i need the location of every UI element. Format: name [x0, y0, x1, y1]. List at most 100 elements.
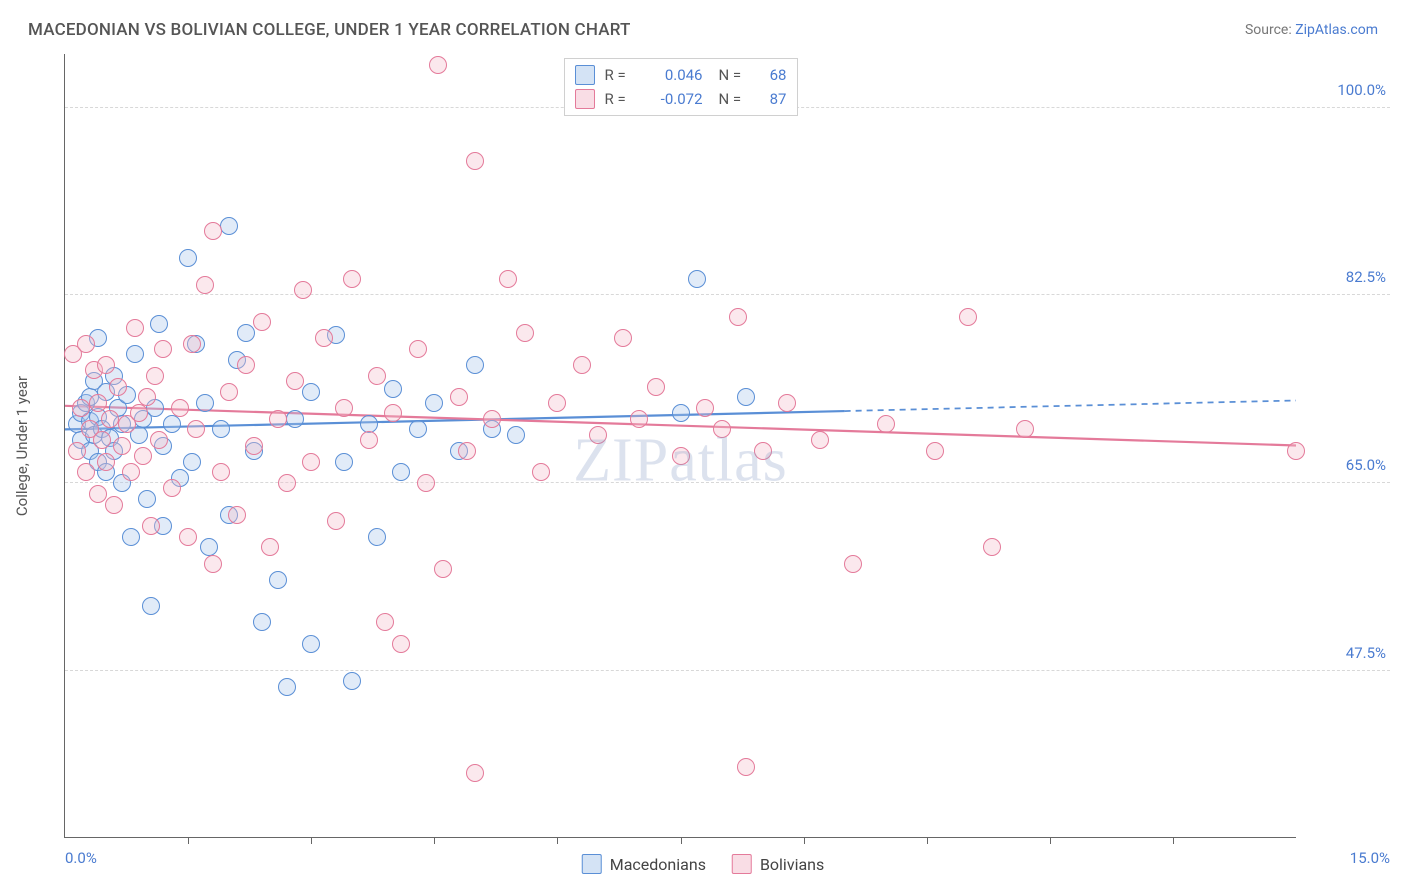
x-tick [1050, 837, 1051, 844]
correlation-legend: R =0.046N =68R =-0.072N =87 [564, 58, 798, 116]
data-point [983, 538, 1001, 556]
data-point [737, 758, 755, 776]
series-legend: Macedonians Bolivians [582, 854, 825, 874]
data-point [302, 635, 320, 653]
data-point [384, 380, 402, 398]
data-point [360, 431, 378, 449]
data-point [122, 528, 140, 546]
data-point [368, 528, 386, 546]
data-point [672, 404, 690, 422]
data-point [754, 442, 772, 460]
r-value: -0.072 [643, 90, 703, 108]
data-point [126, 345, 144, 363]
x-tick [557, 837, 558, 844]
data-point [220, 383, 238, 401]
data-point [614, 329, 632, 347]
data-point [130, 404, 148, 422]
data-point [729, 308, 747, 326]
data-point [154, 340, 172, 358]
data-point [376, 613, 394, 631]
data-point [212, 420, 230, 438]
data-point [450, 388, 468, 406]
data-point [138, 490, 156, 508]
x-max-label: 15.0% [1350, 849, 1390, 867]
data-point [294, 281, 312, 299]
data-point [778, 394, 796, 412]
data-point [507, 426, 525, 444]
data-point [77, 463, 95, 481]
data-point [196, 276, 214, 294]
data-point [499, 270, 517, 288]
legend-swatch [732, 854, 752, 874]
chart-title: MACEDONIAN VS BOLIVIAN COLLEGE, UNDER 1 … [28, 20, 631, 40]
data-point [516, 324, 534, 342]
data-point [72, 399, 90, 417]
data-point [877, 415, 895, 433]
data-point [278, 474, 296, 492]
data-point [89, 485, 107, 503]
data-point [286, 372, 304, 390]
data-point [245, 437, 263, 455]
data-point [844, 555, 862, 573]
data-point [89, 394, 107, 412]
data-point [93, 431, 111, 449]
n-value: 68 [757, 66, 787, 84]
data-point [171, 399, 189, 417]
data-point [269, 571, 287, 589]
legend-label: Bolivians [760, 855, 824, 874]
data-point [253, 313, 271, 331]
legend-row: R =0.046N =68 [575, 63, 787, 87]
data-point [212, 463, 230, 481]
y-axis-label: College, Under 1 year [13, 376, 31, 516]
data-point [204, 222, 222, 240]
data-point [220, 217, 238, 235]
data-point [548, 394, 566, 412]
data-point [688, 270, 706, 288]
y-tick-label: 100.0% [1302, 81, 1386, 99]
data-point [647, 378, 665, 396]
x-min-label: 0.0% [65, 849, 97, 867]
data-point [811, 431, 829, 449]
chart-container: College, Under 1 year ZIPatlas R =0.046N… [28, 54, 1390, 838]
legend-item: Macedonians [582, 854, 706, 874]
data-point [138, 388, 156, 406]
gridline-h [65, 294, 1390, 295]
plot-area: ZIPatlas R =0.046N =68R =-0.072N =87 47.… [64, 54, 1296, 838]
n-value: 87 [757, 90, 787, 108]
data-point [179, 528, 197, 546]
data-point [335, 453, 353, 471]
data-point [302, 453, 320, 471]
data-point [278, 678, 296, 696]
data-point [196, 394, 214, 412]
data-point [327, 512, 345, 530]
data-point [97, 453, 115, 471]
data-point [122, 463, 140, 481]
data-point [392, 635, 410, 653]
data-point [713, 420, 731, 438]
data-point [737, 388, 755, 406]
data-point [335, 399, 353, 417]
data-point [429, 56, 447, 74]
data-point [425, 394, 443, 412]
data-point [183, 453, 201, 471]
chart-header: MACEDONIAN VS BOLIVIAN COLLEGE, UNDER 1 … [0, 0, 1406, 46]
data-point [434, 560, 452, 578]
x-tick [311, 837, 312, 844]
y-tick-label: 65.0% [1302, 456, 1386, 474]
data-point [672, 447, 690, 465]
data-point [187, 420, 205, 438]
legend-label: Macedonians [610, 855, 706, 874]
data-point [696, 399, 714, 417]
x-tick [188, 837, 189, 844]
legend-row: R =-0.072N =87 [575, 87, 787, 111]
data-point [343, 672, 361, 690]
data-point [150, 431, 168, 449]
data-point [200, 538, 218, 556]
data-point [409, 340, 427, 358]
legend-swatch [582, 854, 602, 874]
data-point [204, 555, 222, 573]
legend-swatch [575, 89, 595, 109]
source-link[interactable]: ZipAtlas.com [1295, 22, 1378, 38]
data-point [228, 506, 246, 524]
data-point [315, 329, 333, 347]
